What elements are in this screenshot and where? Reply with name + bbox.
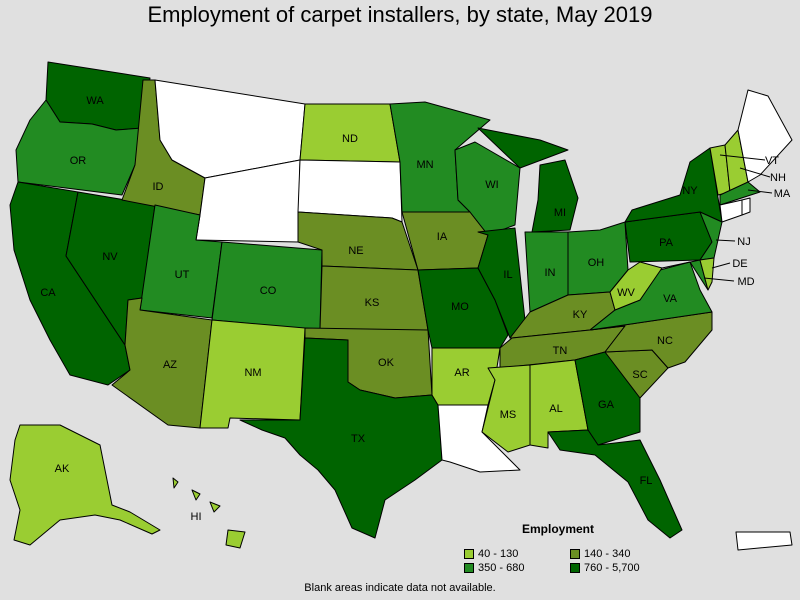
label-ny: NY [682, 185, 698, 197]
label-ok: OK [378, 357, 395, 369]
map-title: Employment of carpet installers, by stat… [147, 2, 653, 27]
legend-label: 40 - 130 [478, 548, 519, 560]
legend-item: 350 - 680 [464, 562, 524, 574]
label-nm: NM [244, 367, 261, 379]
label-mi: MI [554, 207, 566, 219]
state-il[interactable] [477, 227, 526, 339]
state-mi[interactable] [477, 127, 579, 233]
label-ga: GA [598, 399, 615, 411]
leader-vt [719, 154, 766, 161]
legend-swatch [570, 549, 580, 559]
state-pr[interactable] [735, 531, 793, 551]
state-ri[interactable] [741, 197, 751, 216]
label-ma: MA [774, 188, 791, 200]
label-oh: OH [588, 257, 605, 269]
label-ak: AK [55, 463, 70, 475]
label-wa: WA [86, 95, 104, 107]
label-mo: MO [451, 301, 469, 313]
leader-nj [715, 239, 736, 242]
leader-nh [739, 167, 771, 178]
label-ks: KS [365, 297, 380, 309]
label-tx: TX [351, 433, 366, 445]
label-vt: VT [765, 155, 779, 167]
legend-label: 760 - 5,700 [584, 562, 640, 574]
label-nd: ND [342, 133, 358, 145]
leader-de [711, 262, 731, 269]
label-ar: AR [454, 367, 469, 379]
label-md: MD [737, 276, 754, 288]
label-sc: SC [632, 369, 647, 381]
label-az: AZ [163, 359, 177, 371]
label-nv: NV [102, 251, 118, 263]
legend-label: 350 - 680 [478, 562, 525, 574]
label-in: IN [545, 267, 556, 279]
legend-label: 140 - 340 [584, 548, 631, 560]
label-hi: HI [191, 511, 202, 523]
legend-swatch [464, 549, 474, 559]
label-al: AL [549, 403, 562, 415]
label-ne: NE [348, 245, 363, 257]
label-tn: TN [553, 345, 568, 357]
label-nh: NH [770, 172, 786, 184]
legend-item: 760 - 5,700 [570, 562, 640, 574]
legend-title: Employment [522, 522, 595, 536]
label-or: OR [70, 155, 87, 167]
label-ca: CA [40, 287, 56, 299]
state-ak[interactable] [9, 424, 161, 546]
label-ky: KY [573, 309, 588, 321]
state-ny[interactable] [624, 147, 723, 223]
label-id: ID [153, 181, 164, 193]
label-ms: MS [500, 409, 517, 421]
state-de[interactable] [699, 257, 715, 291]
label-ia: IA [437, 231, 448, 243]
legend-swatch [464, 563, 474, 573]
leader-md [703, 277, 735, 282]
label-co: CO [260, 285, 277, 297]
state-tx[interactable] [239, 337, 443, 539]
label-nj: NJ [737, 236, 750, 248]
legend-swatch [570, 563, 580, 573]
legend-item: 140 - 340 [570, 548, 630, 560]
label-pa: PA [659, 237, 674, 249]
legend-item: 40 - 130 [464, 548, 518, 560]
state-me[interactable] [737, 89, 793, 183]
label-il: IL [503, 269, 512, 281]
label-nc: NC [657, 335, 673, 347]
state-wy[interactable] [195, 159, 301, 243]
footnote: Blank areas indicate data not available. [304, 582, 496, 594]
label-wi: WI [485, 179, 498, 191]
label-ut: UT [175, 269, 190, 281]
label-de: DE [732, 258, 747, 270]
label-fl: FL [640, 475, 653, 487]
label-va: VA [663, 293, 678, 305]
label-wv: WV [617, 287, 635, 299]
state-fl[interactable] [547, 429, 683, 539]
state-hi[interactable] [172, 477, 246, 549]
legend: Employment 40 - 130 140 - 340 350 - 680 … [462, 520, 662, 580]
leader-ma [747, 189, 773, 194]
label-mn: MN [416, 159, 433, 171]
